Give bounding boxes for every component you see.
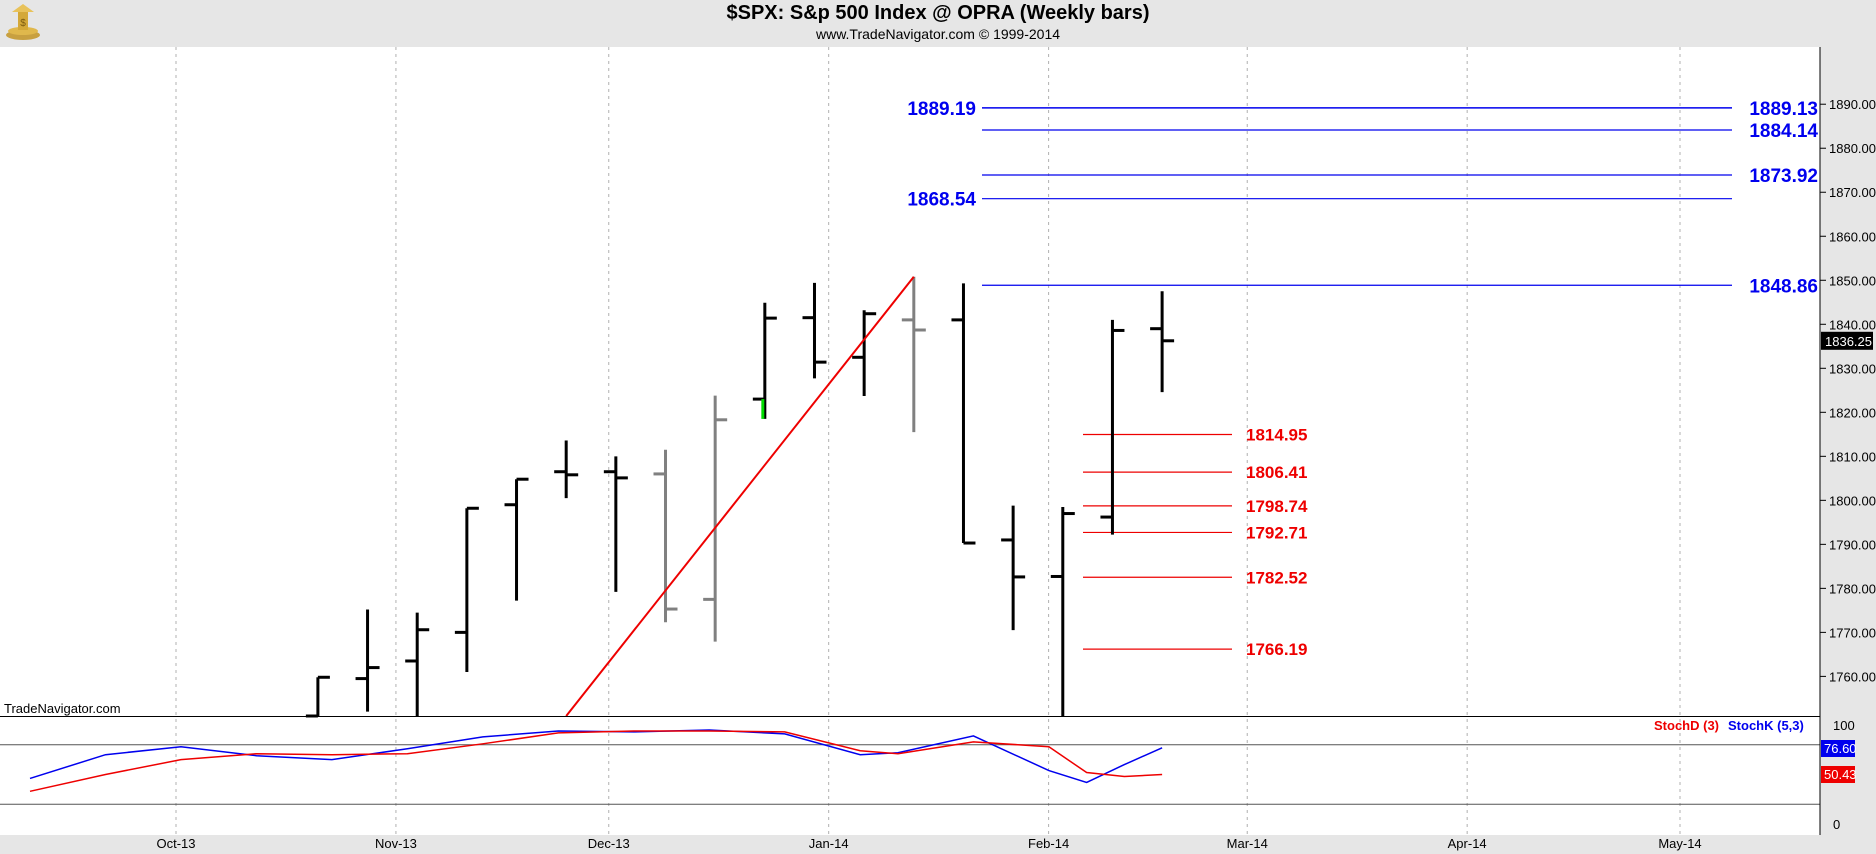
blue-level-label-right: 1848.86: [1749, 276, 1818, 297]
x-tick-label: Oct-13: [156, 836, 195, 851]
red-level-label: 1792.71: [1246, 523, 1307, 542]
red-level-label: 1766.19: [1246, 640, 1307, 659]
stoch-lines: [0, 729, 1820, 805]
trade-navigator-logo: $: [4, 2, 42, 42]
blue-level-label-left: 1868.54: [907, 190, 976, 211]
y-tick-label: 1880.00: [1829, 141, 1876, 156]
trendline-group: [565, 276, 915, 717]
y-tick-label: 1890.00: [1829, 97, 1876, 112]
y-tick-label: 1770.00: [1829, 625, 1876, 640]
y-tick-label: 1850.00: [1829, 273, 1876, 288]
blue-level-label-right: 1889.13: [1749, 99, 1818, 120]
stoch-d-value-label: 50.43: [1824, 767, 1857, 782]
y-tick-label: 1860.00: [1829, 229, 1876, 244]
trendline: [565, 276, 915, 717]
x-tick-label: Apr-14: [1448, 836, 1487, 851]
stoch-panel-bg: [0, 717, 1820, 835]
stoch-y-tick-label: 0: [1833, 817, 1840, 832]
y-tick-label: 1760.00: [1829, 669, 1876, 684]
last-price-tag: [1821, 331, 1873, 350]
x-tick-label: Feb-14: [1028, 836, 1069, 851]
last-price-label: 1836.25: [1825, 334, 1872, 349]
y-tick-label: 1820.00: [1829, 405, 1876, 420]
blue-level-label-right: 1884.14: [1749, 121, 1818, 142]
stoch-k-value-label: 76.60: [1824, 741, 1857, 756]
red-level-label: 1782.52: [1246, 568, 1307, 587]
axes: Oct-13 Nov-13 Dec-13 Jan-14 Feb-14 Mar-14 Apr-…: [0, 47, 1876, 851]
x-tick-label: Mar-14: [1227, 836, 1268, 851]
y-tick-label: 1800.00: [1829, 493, 1876, 508]
red-level-label: 1814.95: [1246, 426, 1307, 445]
chart-title: $SPX: S&p 500 Index @ OPRA (Weekly bars): [726, 2, 1150, 24]
y-tick-label: 1830.00: [1829, 361, 1876, 376]
y-tick-label: 1790.00: [1829, 537, 1876, 552]
legend-stoch-k: StochK (5,3): [1728, 718, 1804, 733]
y-tick-label: 1810.00: [1829, 449, 1876, 464]
stoch-y-tick-label: 100: [1833, 718, 1855, 733]
red-level-label: 1798.74: [1246, 497, 1308, 516]
y-tick-label: 1780.00: [1829, 581, 1876, 596]
x-tick-label: May-14: [1658, 836, 1701, 851]
stoch-d-line: [29, 730, 1163, 793]
stoch-d-value-tag: [1821, 766, 1855, 783]
chart-subtitle: www.TradeNavigator.com © 1999-2014: [815, 26, 1061, 42]
stoch-k-value-tag: [1821, 740, 1855, 757]
svg-text:$: $: [20, 18, 26, 29]
y-tick-label: 1870.00: [1829, 185, 1876, 200]
x-tick-label: Nov-13: [375, 836, 417, 851]
blue-level-label-left: 1889.19: [907, 99, 976, 120]
y-tick-label: 1840.00: [1829, 317, 1876, 332]
blue-level-label-right: 1873.92: [1749, 166, 1818, 187]
legend-stoch-d: StochD (3): [1654, 718, 1719, 733]
grid: [175, 47, 1681, 835]
red-level-label: 1806.41: [1246, 463, 1307, 482]
x-tick-label: Jan-14: [809, 836, 849, 851]
price-bars: [305, 276, 1175, 718]
price-panel-bg: [0, 47, 1820, 716]
watermark-label: TradeNavigator.com: [4, 701, 121, 716]
x-tick-label: Dec-13: [588, 836, 630, 851]
